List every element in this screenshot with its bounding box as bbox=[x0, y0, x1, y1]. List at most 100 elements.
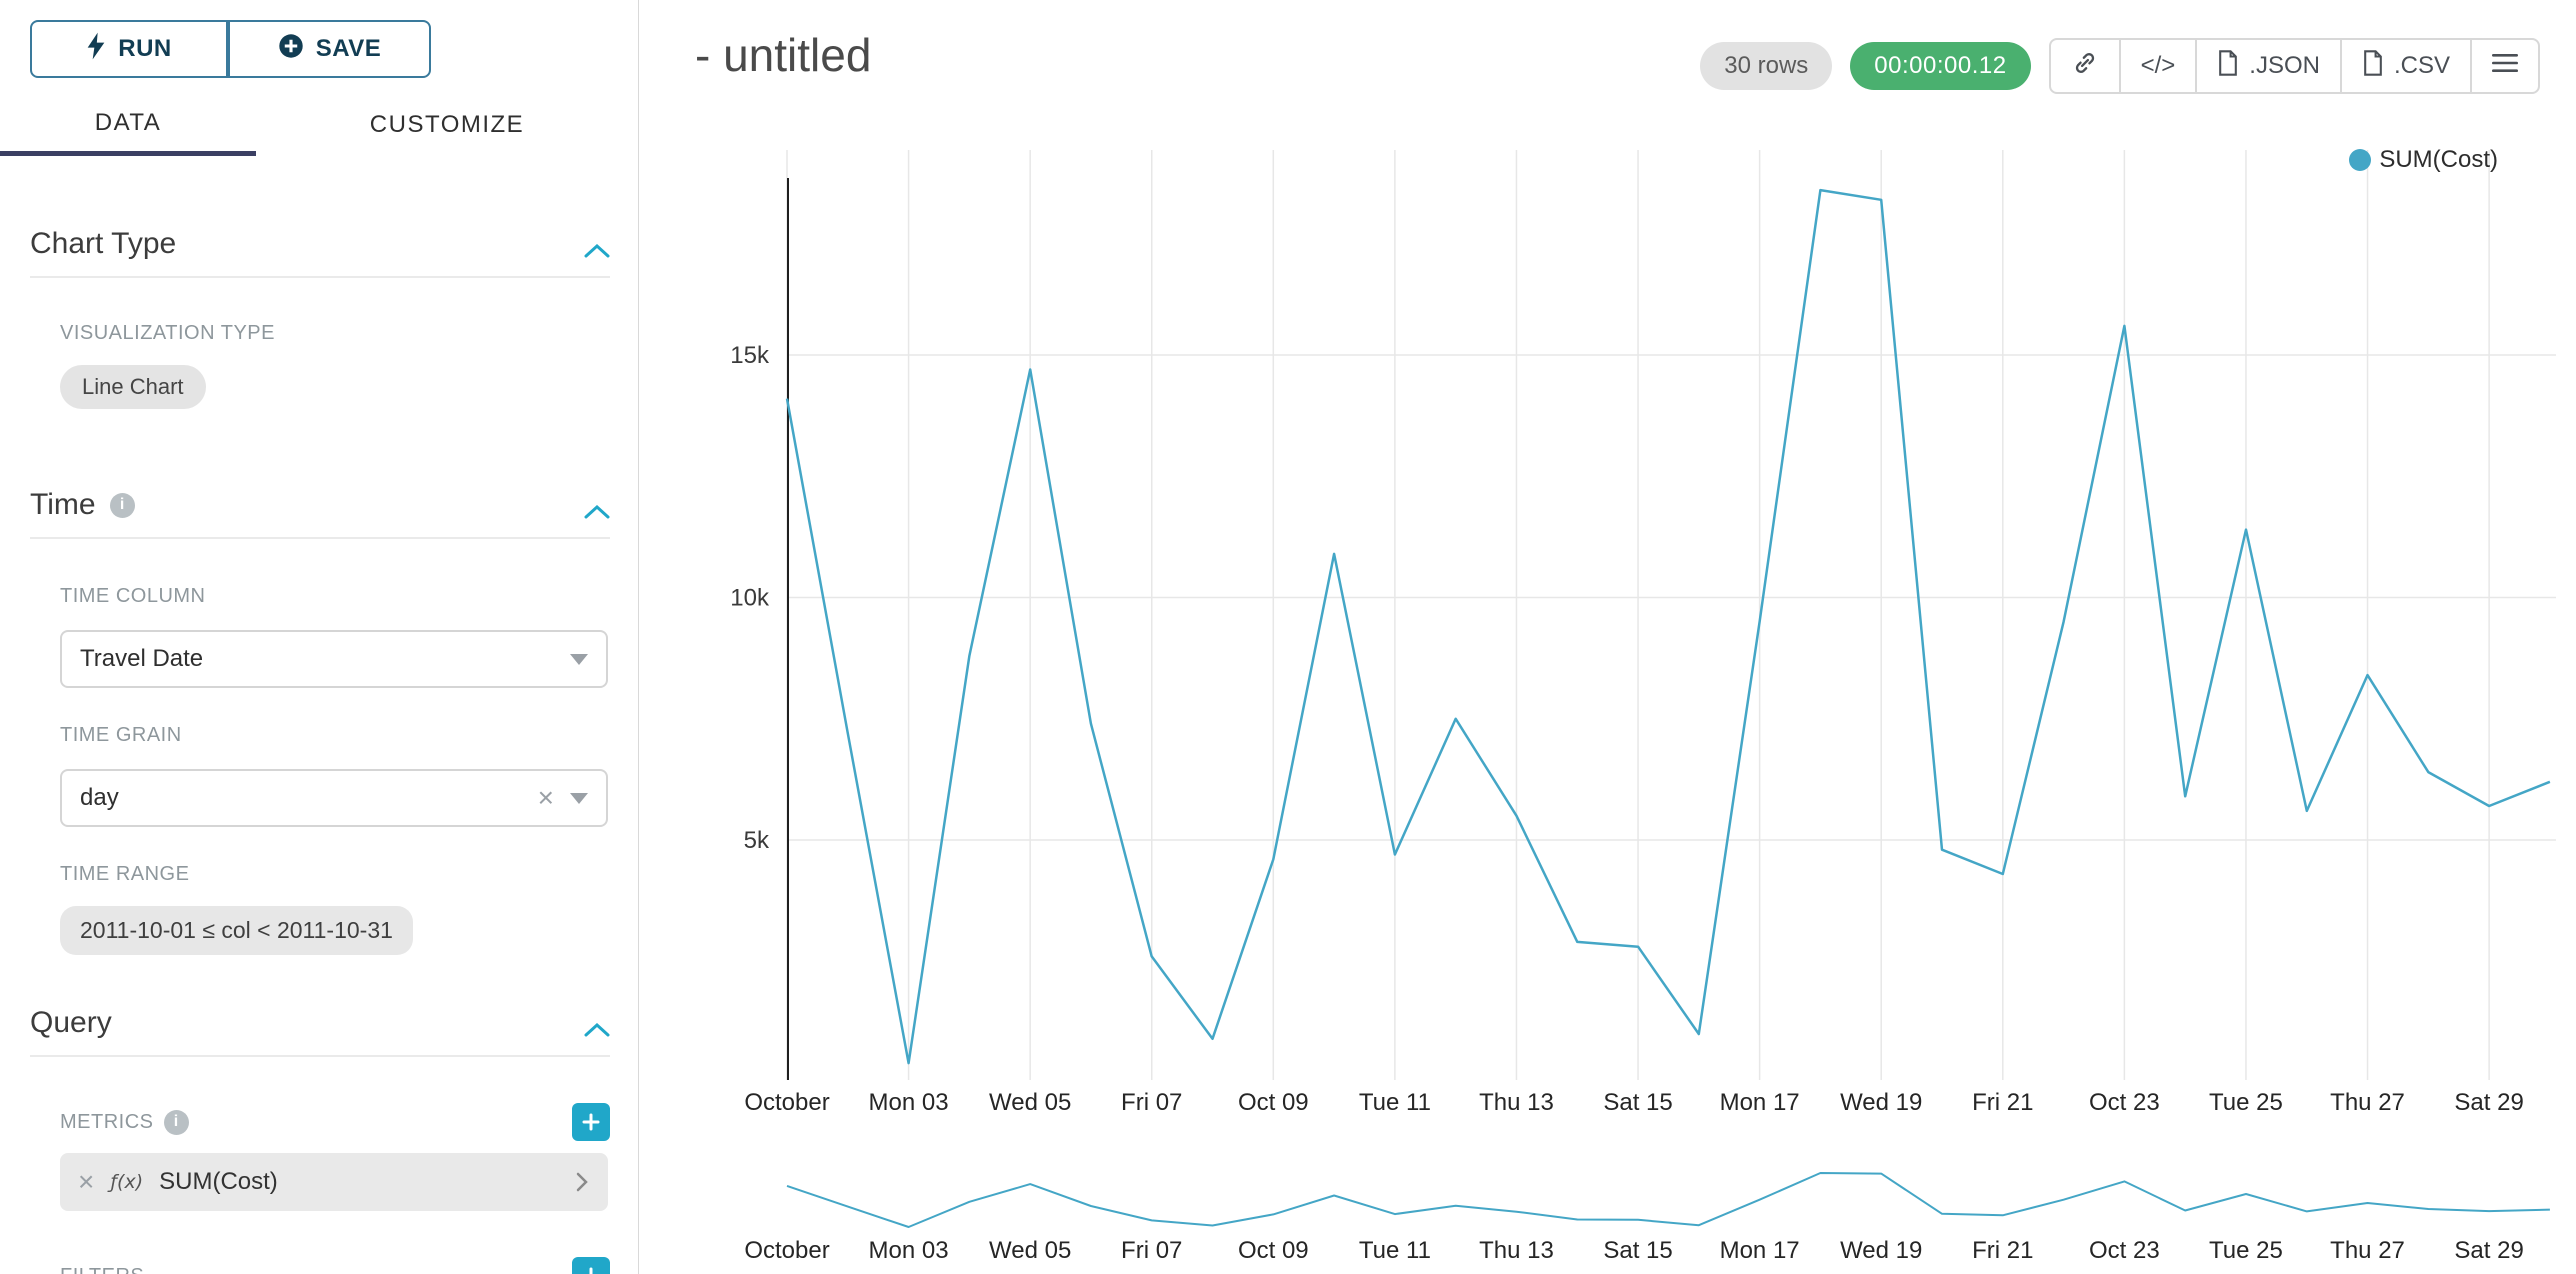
context-x-axis-tick-label: Fri 07 bbox=[1121, 1237, 1182, 1264]
header-controls: 30 rows 00:00:00.12 </> bbox=[1700, 38, 2540, 94]
x-axis-tick-label: Tue 25 bbox=[2209, 1089, 2283, 1116]
chevron-right-icon bbox=[574, 1170, 590, 1194]
context-x-axis-tick-label: Sat 29 bbox=[2454, 1237, 2523, 1264]
filters-row: FILTERS bbox=[60, 1257, 610, 1274]
x-axis-tick-label: Sat 29 bbox=[2454, 1089, 2523, 1116]
link-icon bbox=[2071, 49, 2099, 84]
time-column-value: Travel Date bbox=[80, 645, 204, 672]
chevron-down-icon bbox=[570, 792, 588, 804]
context-x-axis-tick-label: Mon 03 bbox=[869, 1237, 949, 1264]
x-axis-tick-label: Thu 13 bbox=[1479, 1089, 1554, 1116]
context-x-axis-tick-label: Wed 19 bbox=[1840, 1237, 1922, 1264]
filters-label: FILTERS bbox=[60, 1265, 144, 1274]
y-axis-tick-label: 10k bbox=[730, 585, 770, 612]
section-chart-type-title: Chart Type bbox=[30, 227, 177, 260]
chevron-up-icon[interactable] bbox=[584, 505, 610, 523]
export-csv-button[interactable]: .CSV bbox=[2339, 38, 2472, 94]
x-axis-tick-label: Sat 15 bbox=[1603, 1089, 1672, 1116]
metrics-label-group: METRICS bbox=[60, 1109, 189, 1135]
embed-code-button[interactable]: </> bbox=[2118, 38, 2198, 94]
share-link-button[interactable] bbox=[2048, 38, 2121, 94]
save-button[interactable]: SAVE bbox=[228, 20, 431, 78]
save-button-label: SAVE bbox=[315, 35, 382, 62]
x-axis-tick-label: Mon 17 bbox=[1720, 1089, 1800, 1116]
add-metric-button[interactable] bbox=[572, 1103, 610, 1141]
legend-item[interactable]: SUM(Cost) bbox=[2349, 146, 2498, 174]
section-time-title-text: Time bbox=[30, 488, 96, 521]
run-button[interactable]: RUN bbox=[30, 20, 228, 78]
x-axis-tick-label: Oct 09 bbox=[1238, 1089, 1309, 1116]
export-csv-label: .CSV bbox=[2393, 52, 2450, 79]
cost-line-series[interactable] bbox=[785, 188, 2551, 1065]
chevron-up-icon[interactable] bbox=[584, 244, 610, 262]
code-icon: </> bbox=[2140, 52, 2176, 79]
query-timer-badge: 00:00:00.12 bbox=[1850, 42, 2031, 90]
bolt-icon bbox=[86, 32, 106, 67]
remove-metric-icon[interactable] bbox=[78, 1168, 94, 1196]
time-grain-label: TIME GRAIN bbox=[60, 724, 182, 746]
run-button-label: RUN bbox=[118, 35, 172, 62]
x-axis-tick-label: Wed 19 bbox=[1840, 1089, 1922, 1116]
visualization-type-value[interactable]: Line Chart bbox=[60, 365, 206, 409]
section-time-header: Time bbox=[30, 487, 610, 539]
section-query-header: Query bbox=[30, 1005, 610, 1057]
export-json-label: .JSON bbox=[2249, 52, 2320, 79]
context-x-axis-tick-label: Thu 13 bbox=[1479, 1237, 1554, 1264]
legend-dot bbox=[2349, 149, 2372, 171]
clear-icon[interactable] bbox=[538, 784, 554, 812]
metric-item[interactable]: ƒ(x) SUM(Cost) bbox=[60, 1153, 608, 1211]
context-x-axis-tick-label: Oct 09 bbox=[1238, 1237, 1309, 1264]
section-query-title: Query bbox=[30, 1006, 112, 1039]
chevron-up-icon[interactable] bbox=[584, 1023, 610, 1041]
visualization-type-label: VISUALIZATION TYPE bbox=[60, 322, 275, 344]
x-axis-tick-label: Wed 05 bbox=[989, 1089, 1071, 1116]
section-time-title: Time bbox=[30, 487, 135, 523]
legend-label: SUM(Cost) bbox=[2379, 146, 2498, 173]
info-icon bbox=[109, 492, 135, 518]
context-x-axis-tick-label: Oct 23 bbox=[2089, 1237, 2160, 1264]
control-panel-sections: Chart Type VISUALIZATION TYPE Line Chart… bbox=[30, 226, 610, 1274]
y-axis-tick-label: 15k bbox=[730, 342, 770, 369]
context-line-series[interactable] bbox=[786, 1172, 2550, 1228]
time-grain-value: day bbox=[80, 784, 119, 811]
hamburger-icon bbox=[2492, 52, 2518, 80]
tab-customize[interactable]: CUSTOMIZE bbox=[369, 111, 525, 138]
x-axis-tick-label: Tue 11 bbox=[1359, 1089, 1431, 1116]
time-column-select[interactable]: Travel Date bbox=[60, 630, 608, 688]
x-axis-tick-label: Fri 21 bbox=[1972, 1089, 2033, 1116]
main-chart[interactable]: October October Mon 03 Mon 03 Wed 05 Wed 05 Fr… bbox=[640, 0, 2576, 1274]
x-axis-tick-label: Mon 03 bbox=[869, 1089, 949, 1116]
page-title: - untitled bbox=[695, 29, 872, 81]
context-x-axis-tick-label: Fri 21 bbox=[1972, 1237, 2033, 1264]
section-chart-type-header: Chart Type bbox=[30, 226, 610, 278]
run-save-button-group: RUN SAVE bbox=[30, 20, 431, 78]
export-json-button[interactable]: .JSON bbox=[2195, 38, 2342, 94]
time-range-label: TIME RANGE bbox=[60, 863, 190, 885]
time-grain-select[interactable]: day bbox=[60, 769, 608, 827]
function-icon: ƒ(x) bbox=[110, 1171, 144, 1193]
time-column-label: TIME COLUMN bbox=[60, 585, 206, 607]
context-x-axis-tick-label: Sat 15 bbox=[1603, 1237, 1672, 1264]
add-filter-button[interactable] bbox=[572, 1257, 610, 1274]
chevron-down-icon bbox=[570, 653, 588, 665]
x-axis-tick-label: Oct 23 bbox=[2089, 1089, 2160, 1116]
file-icon bbox=[2217, 49, 2239, 83]
menu-button[interactable] bbox=[2470, 38, 2540, 94]
metric-name: SUM(Cost) bbox=[159, 1168, 278, 1195]
y-axis-tick-label: 5k bbox=[744, 827, 770, 854]
plus-circle-icon bbox=[278, 33, 304, 66]
time-range-value[interactable]: 2011-10-01 ≤ col < 2011-10-31 bbox=[60, 906, 413, 955]
tab-data[interactable]: DATA bbox=[0, 94, 256, 156]
sidebar: RUN SAVE DATA CUSTOMIZE Chart Type VISUA… bbox=[0, 0, 639, 1274]
context-x-axis-tick-label: October bbox=[744, 1237, 829, 1264]
context-x-axis-tick-label: Mon 17 bbox=[1720, 1237, 1800, 1264]
x-axis-tick-label: Fri 07 bbox=[1121, 1089, 1182, 1116]
export-button-group: </> .JSON .CSV bbox=[2048, 38, 2540, 94]
metrics-label: METRICS bbox=[60, 1110, 154, 1133]
chart-panel: October October Mon 03 Mon 03 Wed 05 Wed 05 Fr… bbox=[640, 0, 2576, 1274]
x-axis-tick-label: Thu 27 bbox=[2330, 1089, 2405, 1116]
sidebar-tabs: DATA CUSTOMIZE bbox=[0, 94, 638, 156]
context-x-axis-tick-label: Tue 11 bbox=[1359, 1237, 1431, 1264]
info-icon bbox=[163, 1109, 189, 1135]
context-x-axis-tick-label: Thu 27 bbox=[2330, 1237, 2405, 1264]
